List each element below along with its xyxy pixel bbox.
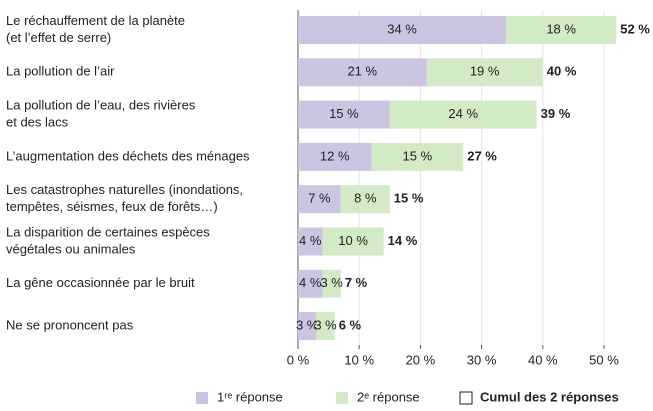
bar-segment bbox=[298, 16, 507, 44]
total-label: 15 % bbox=[394, 191, 424, 206]
bar-segment bbox=[506, 16, 617, 44]
legend-swatch bbox=[196, 392, 208, 404]
value-label: 19 % bbox=[470, 64, 500, 79]
bar-segment bbox=[298, 100, 390, 129]
bar-segment bbox=[298, 142, 372, 171]
value-label: 15 % bbox=[403, 148, 433, 163]
x-tick-label: 20 % bbox=[406, 352, 436, 367]
category-label: (et l’effet de serre) bbox=[6, 30, 111, 45]
bar-segment bbox=[298, 269, 323, 298]
category-label: tempêtes, séismes, feux de forêts…) bbox=[6, 199, 218, 214]
category-label: La pollution de l’eau, des rivières bbox=[6, 98, 196, 113]
total-label: 27 % bbox=[467, 148, 497, 163]
value-label: 3 % bbox=[314, 318, 337, 333]
bar-segment bbox=[389, 100, 537, 129]
total-label: 6 % bbox=[339, 318, 362, 333]
category-label: et des lacs bbox=[6, 115, 69, 130]
x-tick-label: 0 % bbox=[287, 352, 310, 367]
x-tick-label: 40 % bbox=[528, 352, 558, 367]
category-label: La gêne occasionnée par le bruit bbox=[6, 275, 195, 290]
value-label: 4 % bbox=[299, 233, 322, 248]
bar-segment bbox=[322, 227, 384, 256]
category-label: La disparition de certaines espèces bbox=[6, 224, 210, 239]
x-tick-label: 10 % bbox=[344, 352, 374, 367]
value-label: 4 % bbox=[299, 275, 322, 290]
category-label: Les catastrophes naturelles (inondations… bbox=[6, 182, 243, 197]
legend-swatch bbox=[336, 392, 348, 404]
bar-segment bbox=[371, 142, 464, 171]
legend-label: Cumul des 2 réponses bbox=[480, 389, 619, 404]
value-label: 12 % bbox=[320, 148, 350, 163]
total-label: 52 % bbox=[620, 21, 650, 36]
category-label: La pollution de l’air bbox=[6, 64, 115, 79]
bar-segment bbox=[298, 185, 341, 214]
total-label: 39 % bbox=[541, 106, 571, 121]
value-label: 3 % bbox=[320, 275, 343, 290]
bar-segment bbox=[298, 312, 317, 341]
bar-segment bbox=[340, 185, 390, 214]
bar-segment bbox=[298, 227, 323, 256]
legend-swatch bbox=[459, 391, 473, 405]
bar-segment bbox=[298, 58, 427, 87]
legend-label: 1ʳᵉ réponse bbox=[217, 389, 283, 404]
category-label: Le réchauffement de la planète bbox=[6, 13, 185, 28]
bar-segment bbox=[322, 269, 341, 298]
value-label: 10 % bbox=[338, 233, 368, 248]
value-label: 24 % bbox=[448, 106, 478, 121]
total-label: 14 % bbox=[388, 233, 418, 248]
value-label: 18 % bbox=[546, 21, 576, 36]
category-label: Ne se prononcent pas bbox=[6, 318, 134, 333]
legend-label: 2ᵉ réponse bbox=[357, 389, 420, 404]
value-label: 21 % bbox=[347, 64, 377, 79]
value-label: 15 % bbox=[329, 106, 359, 121]
total-label: 40 % bbox=[547, 64, 577, 79]
value-label: 34 % bbox=[387, 21, 417, 36]
total-label: 7 % bbox=[345, 275, 368, 290]
value-label: 7 % bbox=[308, 191, 331, 206]
value-label: 3 % bbox=[296, 318, 319, 333]
category-label: L’augmentation des déchets des ménages bbox=[6, 148, 250, 163]
x-tick-label: 50 % bbox=[589, 352, 619, 367]
bar-segment bbox=[316, 312, 335, 341]
bar-segment bbox=[426, 58, 543, 87]
x-tick-label: 30 % bbox=[467, 352, 497, 367]
category-label: végétales ou animales bbox=[6, 241, 136, 256]
value-label: 8 % bbox=[354, 191, 377, 206]
